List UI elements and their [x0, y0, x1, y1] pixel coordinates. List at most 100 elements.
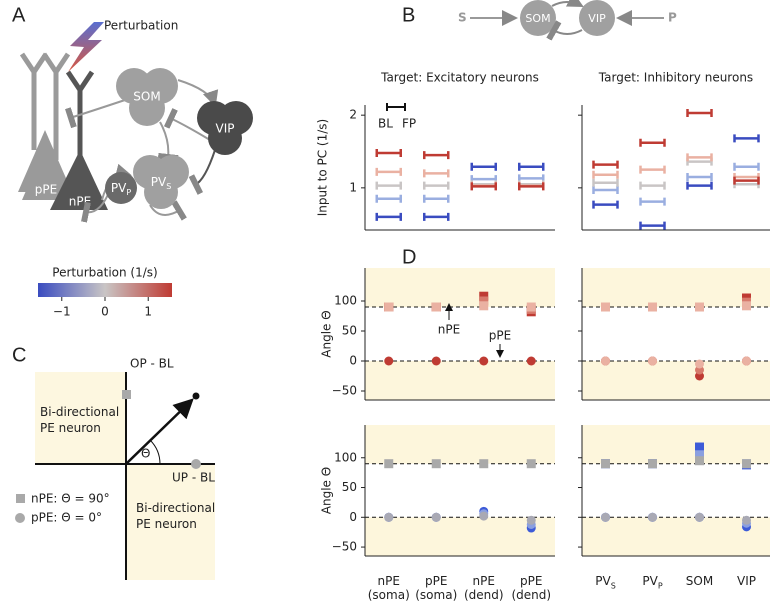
npe-marker	[122, 390, 131, 399]
ppe-marker	[191, 459, 201, 469]
legend-square	[16, 494, 25, 503]
pvp-cell	[105, 172, 137, 204]
square-marker	[695, 442, 704, 452]
vip-node	[579, 0, 615, 36]
x-tick-label: VIP	[724, 574, 770, 588]
x-tick-label: SOM	[677, 574, 723, 588]
square-marker	[384, 459, 394, 469]
bl-fp-segment	[375, 212, 402, 221]
colorbar-tick-label: −1	[53, 305, 71, 319]
bl-fp-segment	[423, 151, 450, 160]
bl-fp-segment	[592, 170, 619, 179]
circle-marker	[601, 512, 610, 522]
bl-fp-segment	[639, 165, 666, 174]
y-tick-label: 0	[349, 510, 357, 524]
annotation: pPE	[489, 329, 511, 343]
square-marker	[479, 291, 489, 301]
x-tick-label: nPE (soma)	[366, 574, 412, 602]
square-marker	[648, 302, 657, 312]
line: PE neuron	[136, 517, 197, 531]
quadrant-fill	[126, 464, 215, 580]
y-axis-label: Input to PC (1/s)	[316, 119, 330, 216]
line: PE neuron	[40, 421, 101, 435]
square-marker	[695, 456, 704, 466]
bl-fp-segment	[518, 182, 545, 191]
y-tick-label: 50	[342, 324, 357, 338]
annotation: nPE	[438, 323, 460, 337]
bl-fp-segment	[470, 182, 497, 191]
p-label: P	[668, 11, 677, 25]
bl-fp-segment	[639, 221, 666, 230]
legend-circle	[15, 513, 25, 523]
category-text: VIP	[737, 574, 756, 588]
y-axis-label: Angle Θ	[320, 467, 334, 514]
circle-marker	[479, 511, 489, 521]
bl-fp-segment	[686, 153, 713, 162]
bl-fp-segment	[592, 178, 619, 187]
panel-label: A	[12, 4, 26, 26]
y-tick-label: 100	[334, 450, 357, 464]
shade	[365, 361, 555, 400]
bl-fp-segment	[639, 181, 666, 190]
square-marker	[479, 296, 489, 306]
panel-label: B	[402, 4, 415, 26]
bl-fp-segment	[470, 162, 497, 171]
angle-label: Θ	[141, 447, 150, 461]
vector-tip	[192, 392, 200, 400]
quadrant-label: Bi-directional PE neuron	[136, 501, 215, 531]
annotation: BL	[378, 117, 393, 131]
b-diagram: S SOM VIP P	[458, 0, 677, 41]
colorbar-tick-label: 0	[101, 305, 109, 319]
square-marker	[479, 301, 489, 311]
bl-fp-segment	[375, 167, 402, 176]
vip-node-label: VIP	[588, 12, 606, 25]
shade	[365, 425, 555, 464]
category-text: PV	[642, 574, 658, 588]
pvs-sub: S	[166, 182, 171, 191]
bl-fp-segment	[423, 181, 450, 190]
pvp-text: PV	[111, 181, 127, 195]
category-sub: P	[657, 581, 663, 591]
som-cells	[116, 68, 178, 126]
square-marker	[526, 302, 536, 312]
circle-marker	[431, 512, 441, 522]
line: Bi-directional	[136, 501, 215, 515]
x-tick-label: pPE (dend)	[508, 574, 554, 602]
annotation: FP	[402, 117, 416, 131]
bl-fp-segment	[686, 108, 713, 117]
x-axis-label: UP - BL	[172, 471, 215, 485]
bl-fp-bracket	[386, 103, 406, 111]
square-marker	[601, 459, 610, 469]
circle-marker	[695, 359, 704, 369]
vip-som-arrow	[546, 20, 583, 41]
vip-label: VIP	[216, 122, 235, 136]
x-tick-label: pPE (soma)	[413, 574, 459, 602]
vector	[125, 398, 194, 465]
bl-fp-segment	[375, 148, 402, 157]
category-text: nPE (soma)	[367, 574, 410, 602]
y-tick-label: 2	[349, 108, 357, 122]
colorbar	[38, 283, 172, 297]
npe-soma	[50, 150, 108, 210]
angle-diagram: OP - BL UP - BL Bi-directional PE neuron …	[15, 357, 215, 580]
bl-fp-segment	[423, 212, 450, 221]
category-sub: S	[610, 581, 616, 591]
bolt-icon	[68, 22, 104, 72]
circle-marker	[601, 356, 610, 366]
category-text: pPE (dend)	[511, 574, 552, 602]
chart-title: Target: Excitatory neurons	[380, 71, 539, 85]
angle-arc	[149, 439, 161, 465]
bl-fp-segment	[639, 197, 666, 206]
circle-marker	[526, 515, 536, 525]
category-text: PV	[595, 574, 611, 588]
y-tick-label: 50	[342, 480, 357, 494]
bl-fp-segment	[375, 181, 402, 190]
som-vip-arrow	[551, 0, 584, 7]
y-tick-label: −50	[332, 384, 357, 398]
circle-marker	[648, 356, 657, 366]
legend-entry: pPE: Θ = 0°	[31, 511, 102, 525]
npe-label: nPE	[69, 195, 91, 209]
vip-cells	[197, 101, 253, 155]
y-axis-label: Angle Θ	[320, 310, 334, 357]
circle-marker	[431, 356, 441, 366]
